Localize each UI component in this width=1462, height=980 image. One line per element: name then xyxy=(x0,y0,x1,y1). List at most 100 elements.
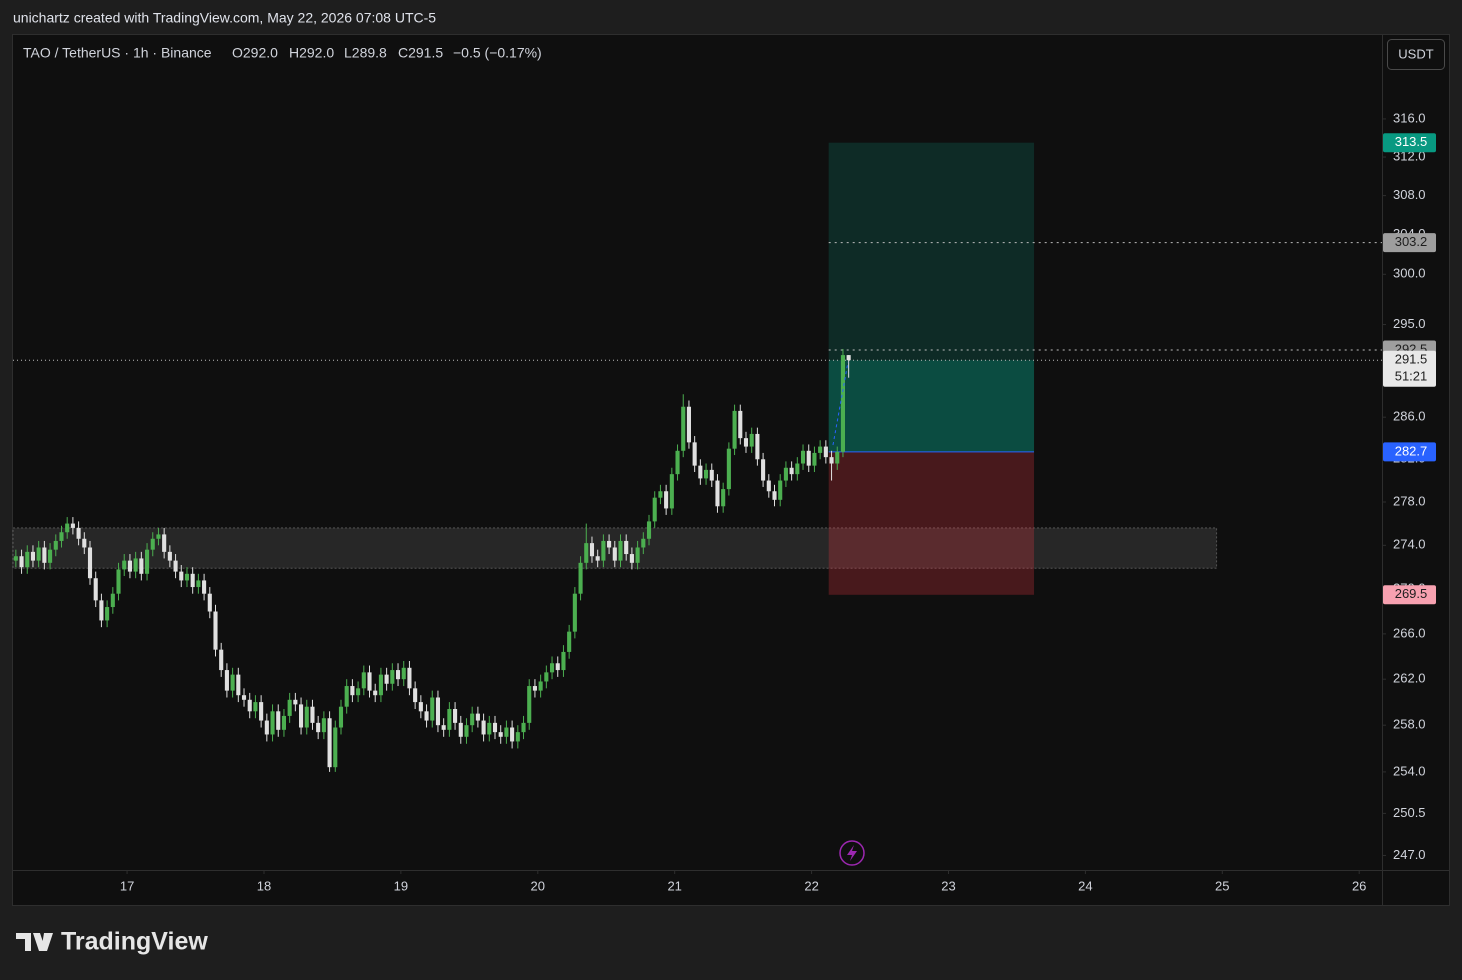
currency-button[interactable] xyxy=(1387,39,1445,70)
x-tick-label: 18 xyxy=(257,878,271,893)
candle-body xyxy=(236,674,241,696)
y-tick-label: 316.0 xyxy=(1393,110,1426,125)
candle-body xyxy=(658,491,663,498)
candle-body xyxy=(424,711,429,721)
candle-body xyxy=(675,450,680,475)
candle-body xyxy=(515,732,520,742)
candle-body xyxy=(202,580,207,594)
candle-body xyxy=(173,560,178,572)
candle-body xyxy=(783,467,788,481)
candle-body xyxy=(93,578,98,601)
y-tick-label: 278.0 xyxy=(1393,493,1426,508)
candle-body xyxy=(646,521,652,539)
candle-body xyxy=(538,681,543,691)
alert-icon[interactable] xyxy=(839,840,865,866)
y-tick-label: 312.0 xyxy=(1393,148,1426,163)
candle-body xyxy=(709,469,714,481)
price-badge xyxy=(1383,133,1436,153)
profit-zone xyxy=(828,360,1035,452)
candle-body xyxy=(618,540,623,561)
price-badge xyxy=(1383,350,1436,387)
price-badge-label: 282.7 xyxy=(1395,443,1428,458)
candle-body xyxy=(806,450,811,466)
candle-body xyxy=(287,699,292,716)
price-badge xyxy=(1383,442,1436,462)
candle-body xyxy=(395,670,401,680)
candle-body xyxy=(458,722,463,737)
candle-body xyxy=(367,672,372,691)
price-axis xyxy=(1382,35,1449,905)
candle-body xyxy=(840,355,846,452)
candle-body xyxy=(184,573,190,581)
candle-body xyxy=(82,538,87,548)
candle-body xyxy=(401,667,406,680)
y-tick-label: 250.5 xyxy=(1393,805,1426,820)
candle-body xyxy=(669,474,674,509)
candle-body xyxy=(726,448,731,490)
candle-body xyxy=(333,727,338,768)
candle-body xyxy=(652,497,657,522)
candle-body xyxy=(544,672,549,682)
candle-body xyxy=(475,713,480,721)
candle-body xyxy=(595,556,600,561)
candle-body xyxy=(641,538,646,548)
candle-body xyxy=(435,697,441,726)
candle-body xyxy=(378,674,383,696)
x-tick-label: 23 xyxy=(941,878,955,893)
candle-body xyxy=(13,556,18,561)
candle-body xyxy=(629,554,634,563)
candle-body xyxy=(527,686,532,723)
candle-body xyxy=(190,573,195,588)
candle-body xyxy=(555,663,560,671)
candle-body xyxy=(105,607,110,621)
candle-body xyxy=(338,706,344,728)
candle-body xyxy=(30,551,36,561)
candle-body xyxy=(270,711,275,735)
y-tick-label: 308.0 xyxy=(1393,187,1426,202)
price-badge xyxy=(1383,233,1436,253)
candle-body xyxy=(390,670,395,684)
candle-body xyxy=(299,704,304,728)
candle-body xyxy=(127,560,132,572)
candle-body xyxy=(698,465,703,479)
candle-body xyxy=(384,674,389,684)
candle-body xyxy=(504,727,509,737)
candle-body xyxy=(812,452,817,466)
y-tick-label: 300.0 xyxy=(1393,266,1426,281)
candle-body xyxy=(510,727,515,742)
candle-body xyxy=(692,442,697,466)
candle-body xyxy=(304,706,309,728)
candle-body xyxy=(70,523,75,528)
candle-body xyxy=(578,562,583,594)
target-zone xyxy=(828,142,1035,452)
candle-body xyxy=(795,463,800,475)
brand-logo xyxy=(16,933,53,951)
x-tick-label: 22 xyxy=(804,878,818,893)
y-tick-label: 262.0 xyxy=(1393,671,1426,686)
candle-body xyxy=(53,540,58,550)
candle-body xyxy=(25,551,30,568)
candle-body xyxy=(470,713,475,726)
plot-area xyxy=(12,142,1382,772)
countdown: 51:21 xyxy=(1395,369,1428,384)
candle-body xyxy=(144,549,150,574)
candle-body xyxy=(823,446,828,458)
candle-body xyxy=(150,538,155,550)
candle-body xyxy=(350,686,355,696)
candle-body xyxy=(800,450,806,464)
y-tick-label: 274.0 xyxy=(1393,537,1426,552)
candle-body xyxy=(224,670,229,691)
candle-body xyxy=(664,491,669,509)
candle-body xyxy=(589,543,595,557)
candle-body xyxy=(681,406,686,451)
y-tick-label: 258.0 xyxy=(1393,717,1426,732)
candle-body xyxy=(19,556,24,568)
x-tick-label: 19 xyxy=(394,878,408,893)
legend-symbol: TAO / TetherUS · 1h · Binance xyxy=(23,45,212,61)
candle-body xyxy=(87,547,93,579)
candle-body xyxy=(772,491,777,500)
legend-close: C291.5 xyxy=(398,45,443,61)
candle-body xyxy=(487,722,492,735)
